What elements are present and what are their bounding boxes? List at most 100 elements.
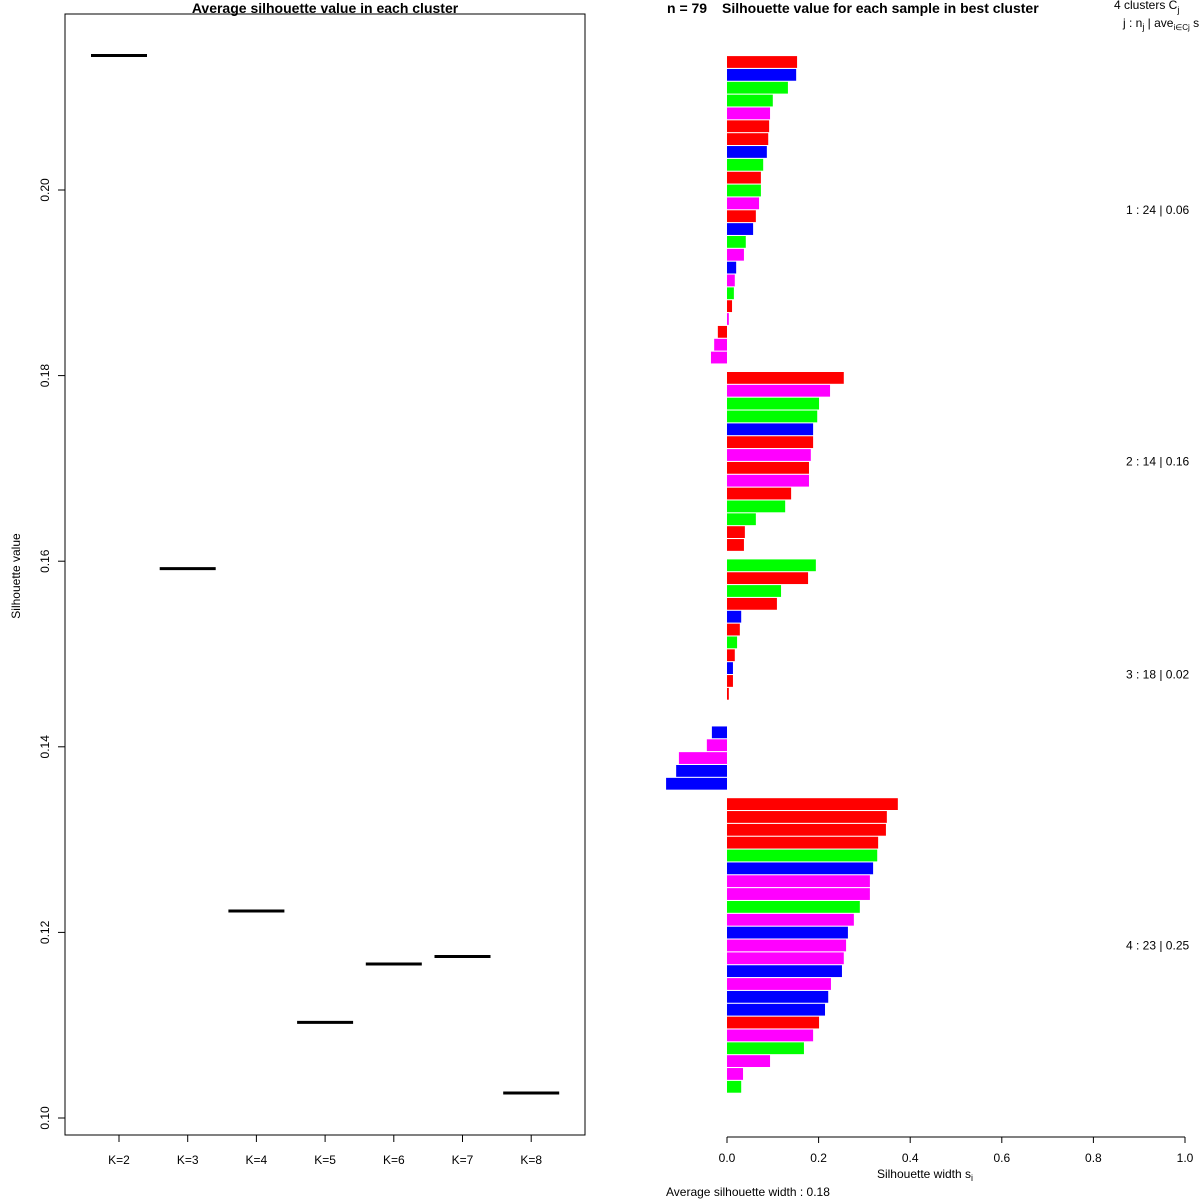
silhouette-bar	[727, 572, 809, 585]
avg-silhouette-chart: Average silhouette value in each cluster…	[9, 0, 586, 1167]
silhouette-bar	[727, 184, 761, 197]
sample-silhouette-chart: n = 79 Silhouette value for each sample …	[666, 0, 1199, 1199]
silhouette-bar	[727, 287, 734, 300]
silhouette-bar	[727, 687, 729, 700]
silhouette-bar	[727, 965, 842, 978]
silhouette-bar	[678, 752, 727, 764]
silhouette-bar	[727, 133, 769, 145]
silhouette-bar	[727, 849, 878, 862]
silhouette-bar	[727, 888, 870, 900]
cluster-label: 2 : 14 | 0.16	[1126, 454, 1189, 468]
silhouette-bar	[727, 836, 879, 849]
silhouette-bar	[727, 597, 777, 610]
cluster-label: 3 : 18 | 0.02	[1126, 668, 1189, 682]
silhouette-bar	[727, 474, 809, 487]
average-width-footer: Average silhouette width : 0.18	[666, 1185, 830, 1199]
silhouette-bar	[727, 978, 831, 990]
silhouette-bar	[666, 777, 727, 790]
silhouette-bar	[727, 410, 818, 423]
silhouette-bar	[706, 739, 727, 752]
x-tick-label: 0.0	[719, 1151, 736, 1165]
silhouette-bar	[727, 449, 811, 461]
silhouette-bar	[727, 662, 733, 674]
x-tick-label: K=3	[177, 1153, 199, 1167]
cluster-label: 1 : 24 | 0.06	[1126, 203, 1189, 217]
y-tick-label: 0.10	[38, 1106, 52, 1130]
silhouette-bar	[727, 397, 820, 410]
silhouette-bar	[714, 338, 727, 351]
silhouette-bar	[727, 313, 729, 325]
silhouette-bar	[727, 798, 898, 810]
y-tick-label: 0.18	[38, 364, 52, 388]
silhouette-bar	[727, 539, 744, 551]
silhouette-bar	[727, 68, 797, 81]
y-axis-label: Silhouette value	[9, 533, 23, 619]
x-tick-label: K=4	[246, 1153, 268, 1167]
silhouette-bar	[727, 81, 788, 94]
silhouette-bar	[727, 436, 814, 449]
silhouette-bar	[727, 952, 844, 965]
silhouette-bar	[727, 500, 786, 513]
silhouette-bar	[727, 261, 737, 274]
y-tick-label: 0.12	[38, 920, 52, 944]
left-chart-title: Average silhouette value in each cluster	[192, 0, 459, 16]
legend-header: 4 clusters Cj	[1114, 0, 1179, 15]
x-tick-label: K=7	[452, 1153, 474, 1167]
silhouette-bar	[727, 623, 740, 636]
silhouette-bar	[727, 990, 829, 1003]
x-axis-label: Silhouette width si	[877, 1167, 973, 1183]
silhouette-bar	[727, 236, 746, 248]
silhouette-bar	[727, 526, 745, 538]
silhouette-bar	[727, 384, 831, 397]
silhouette-bar	[727, 939, 847, 952]
silhouette-bar	[727, 107, 771, 120]
y-tick-label: 0.16	[38, 549, 52, 573]
silhouette-bar	[727, 461, 809, 474]
x-tick-label: K=8	[520, 1153, 542, 1167]
silhouette-bar	[727, 94, 773, 107]
silhouette-bar	[727, 210, 756, 223]
silhouette-bar	[710, 351, 727, 364]
x-tick-label: K=2	[108, 1153, 130, 1167]
silhouette-bar	[727, 901, 860, 913]
silhouette-bar	[727, 372, 844, 384]
silhouette-bar	[727, 675, 733, 687]
silhouette-bar	[727, 1068, 744, 1080]
silhouette-bar	[727, 1003, 826, 1016]
silhouette-bar	[727, 610, 742, 623]
plot-frame	[64, 13, 586, 1136]
silhouette-bar	[727, 585, 782, 597]
silhouette-bar	[727, 559, 816, 572]
right-chart-title: Silhouette value for each sample in best…	[722, 0, 1039, 16]
x-tick-label: 0.8	[1085, 1151, 1102, 1165]
overlap-n-label: n = 79	[667, 0, 707, 16]
silhouette-bar	[727, 1016, 820, 1029]
silhouette-bar	[676, 765, 727, 777]
silhouette-bar	[717, 325, 727, 338]
legend-subheader: j : nj | avei∈Cj s	[1122, 16, 1199, 32]
silhouette-bar	[711, 726, 727, 739]
silhouette-bar	[727, 171, 761, 184]
silhouette-bar	[727, 926, 848, 939]
silhouette-bar	[727, 636, 738, 649]
x-tick-label: 0.4	[902, 1151, 919, 1165]
silhouette-bar	[727, 300, 733, 313]
y-tick-label: 0.14	[38, 735, 52, 759]
silhouette-bar	[727, 146, 767, 158]
silhouette-bar	[727, 649, 735, 662]
silhouette-bar	[727, 223, 754, 235]
silhouette-bar	[727, 487, 792, 500]
x-tick-label: K=5	[314, 1153, 336, 1167]
silhouette-bar	[727, 823, 886, 836]
silhouette-bar	[727, 56, 798, 68]
silhouette-bar	[727, 875, 870, 888]
silhouette-bar	[727, 274, 735, 287]
x-tick-label: 0.2	[810, 1151, 827, 1165]
silhouette-bar	[727, 1042, 804, 1055]
silhouette-bar	[727, 197, 760, 210]
silhouette-bar	[727, 248, 744, 261]
silhouette-bar	[727, 1055, 771, 1067]
silhouette-bar	[727, 862, 874, 875]
silhouette-bar	[727, 1029, 814, 1042]
